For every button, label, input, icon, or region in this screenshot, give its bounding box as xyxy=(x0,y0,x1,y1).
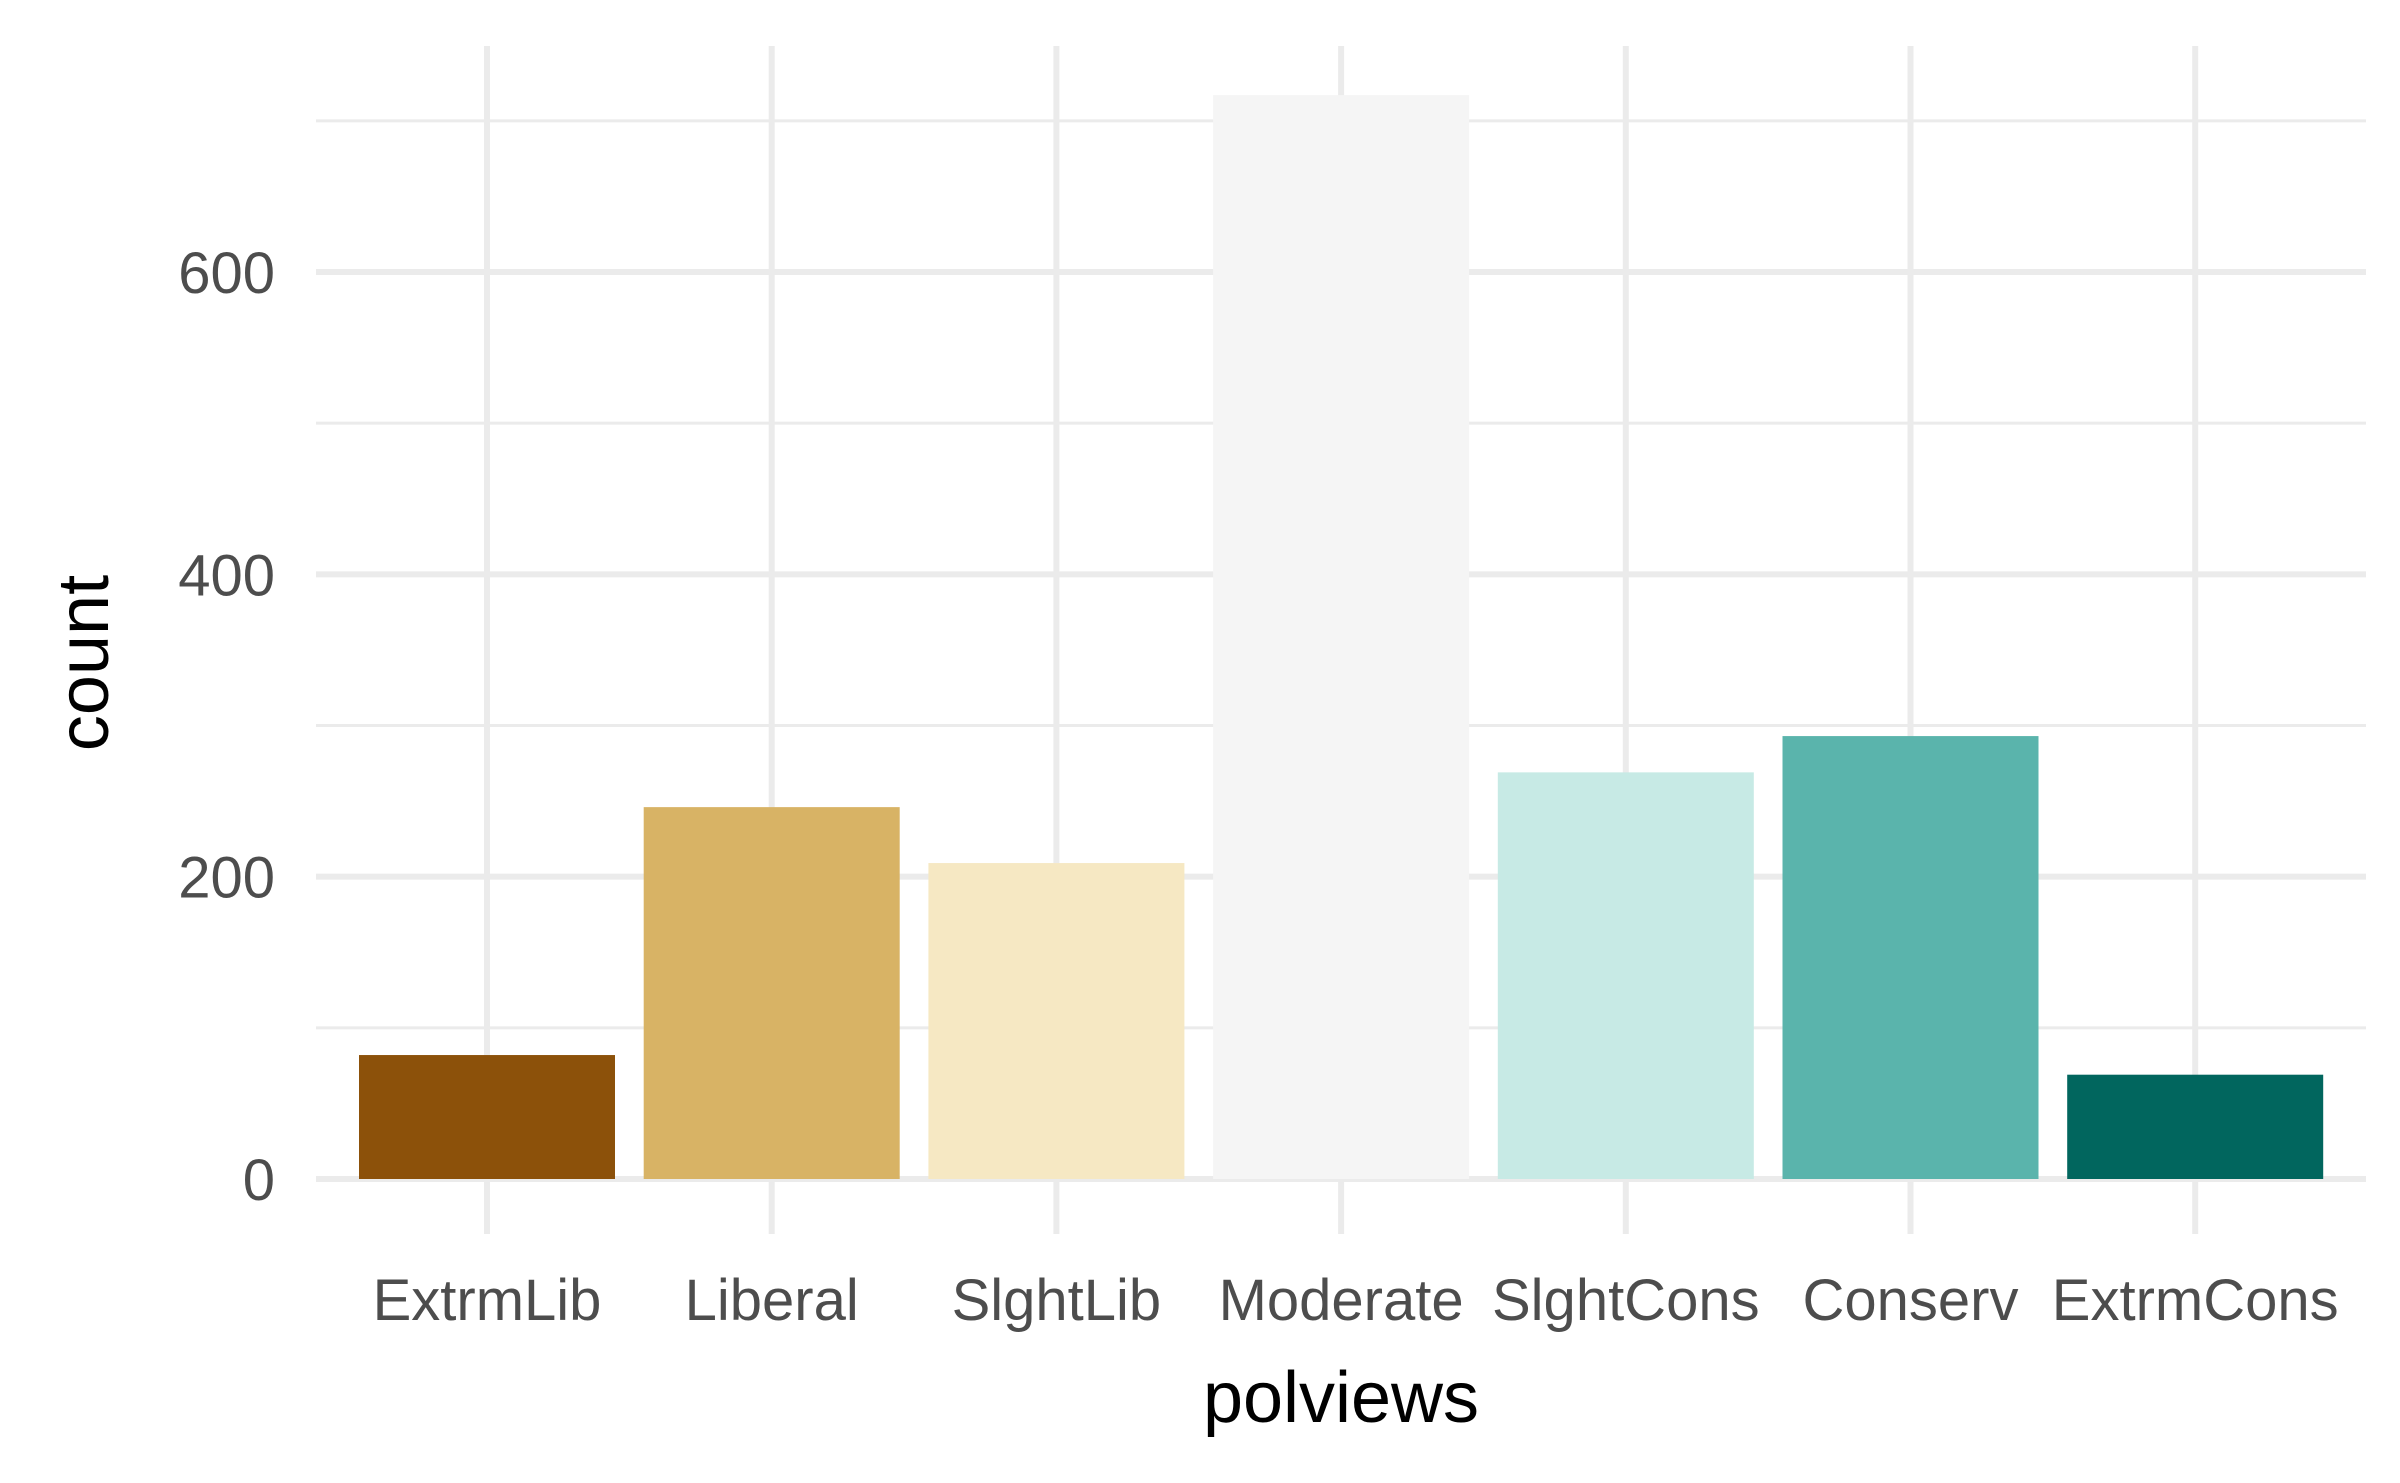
bar-liberal xyxy=(643,807,900,1179)
x-tick-label: ExtrmLib xyxy=(373,1268,602,1333)
bar-conserv xyxy=(1782,736,2039,1179)
y-tick-labels: 0 200 400 600 xyxy=(178,241,275,1213)
y-tick-label: 0 xyxy=(243,1148,275,1213)
y-tick-label: 400 xyxy=(178,543,275,608)
bar-extrmcons xyxy=(2067,1074,2324,1179)
y-tick-label: 200 xyxy=(178,846,275,911)
x-axis-title: polviews xyxy=(1203,1358,1479,1438)
x-tick-label: SlghtLib xyxy=(952,1268,1162,1333)
x-tick-label: ExtrmCons xyxy=(2052,1268,2339,1333)
x-tick-label: SlghtCons xyxy=(1492,1268,1760,1333)
x-tick-label: Moderate xyxy=(1219,1268,1464,1333)
y-axis-title: count xyxy=(44,575,124,751)
bar-slghtcons xyxy=(1497,772,1754,1179)
bar-extrmlib xyxy=(359,1055,615,1179)
bars xyxy=(359,95,2324,1179)
bar-moderate xyxy=(1213,95,1470,1179)
x-tick-labels: ExtrmLib Liberal SlghtLib Moderate SlghtCons… xyxy=(373,1268,2339,1333)
y-tick-label: 600 xyxy=(178,241,275,306)
x-tick-label: Liberal xyxy=(685,1268,859,1333)
bar-slghtlib xyxy=(928,863,1185,1179)
x-tick-label: Conserv xyxy=(1803,1268,2019,1333)
